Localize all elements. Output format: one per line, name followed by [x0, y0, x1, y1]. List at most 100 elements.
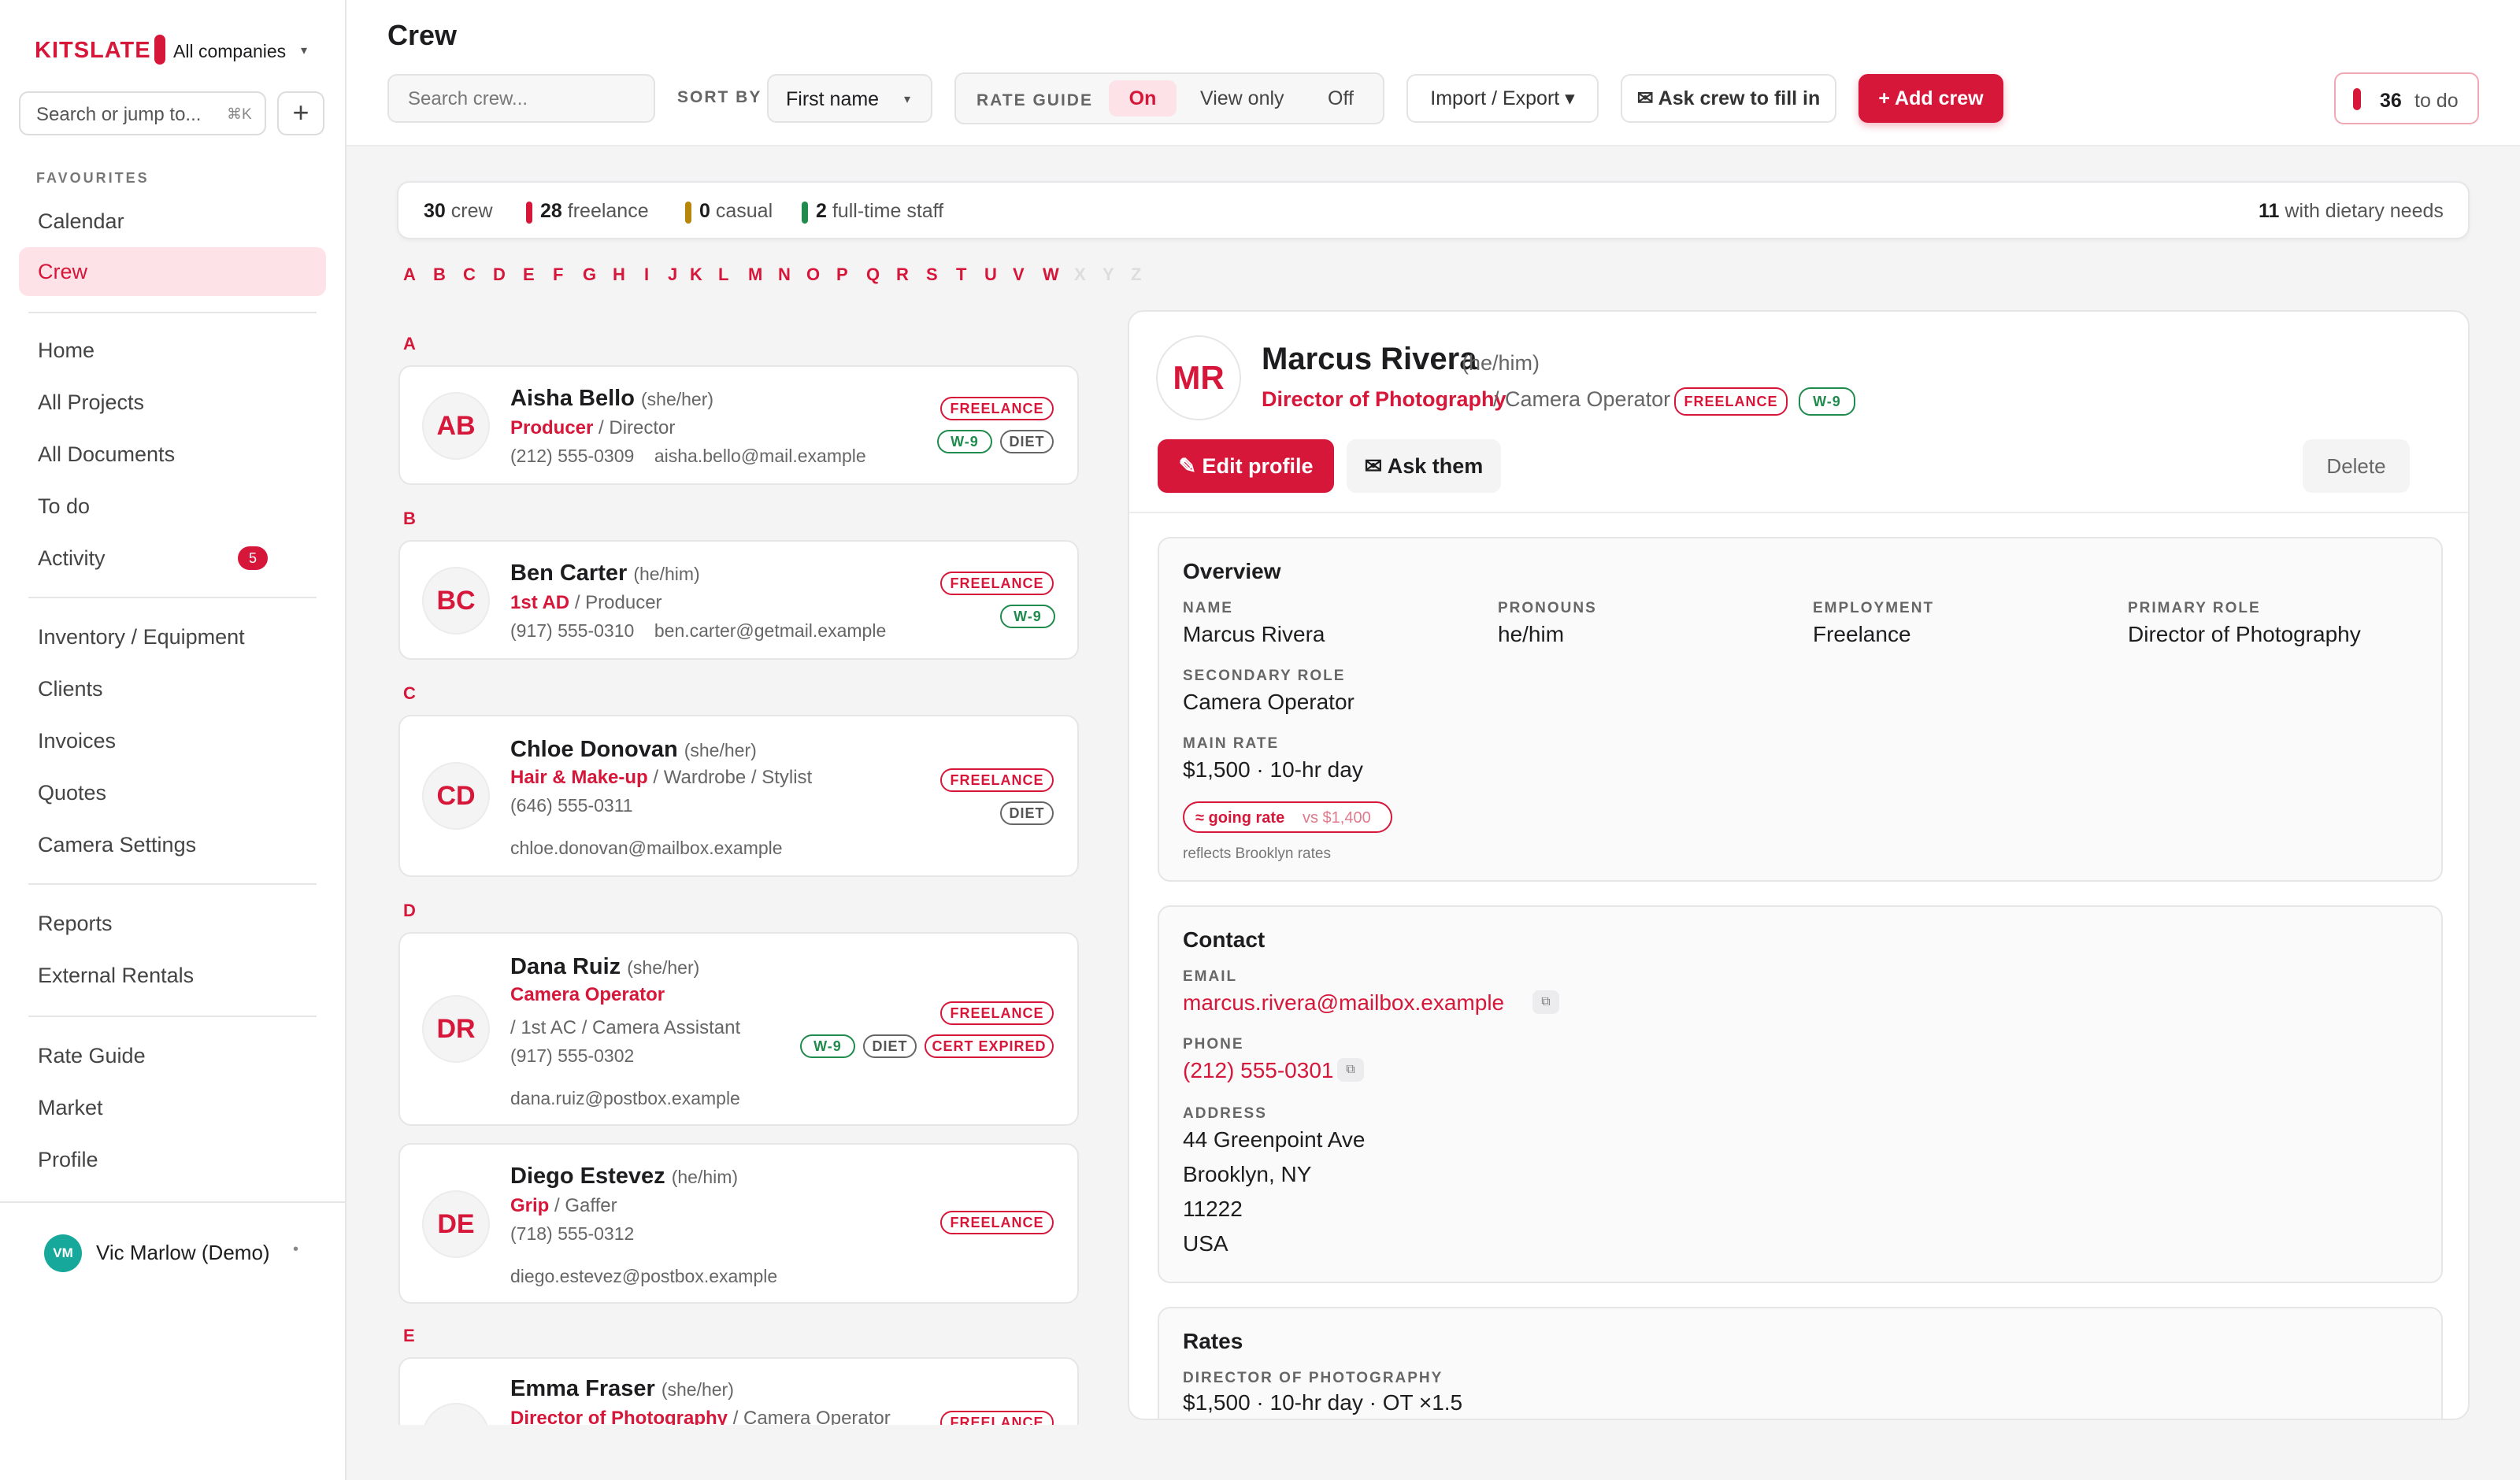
import-export-button[interactable]: Import / Export ▾	[1406, 74, 1599, 123]
sidebar-item-inventory[interactable]: Inventory / Equipment	[38, 625, 245, 649]
rate-guide-view-only[interactable]: View only	[1200, 87, 1284, 109]
ask-them-button[interactable]: ✉ Ask them	[1347, 439, 1501, 493]
alphabet-letter-e[interactable]: E	[523, 265, 535, 284]
pronouns-value: he/him	[1498, 622, 1565, 646]
alphabet-letter-t[interactable]: T	[956, 265, 967, 284]
user-avatar[interactable]: VM	[44, 1234, 82, 1272]
sidebar-item-all-projects[interactable]: All Projects	[38, 390, 145, 414]
sidebar-item-profile[interactable]: Profile	[38, 1148, 98, 1171]
page-title: Crew	[387, 19, 458, 51]
alphabet-letter-c[interactable]: C	[463, 265, 476, 284]
sidebar-item-invoices[interactable]: Invoices	[38, 729, 117, 753]
sort-select[interactable]: First name ▾	[767, 74, 932, 123]
sidebar-item-all-documents[interactable]: All Documents	[38, 442, 176, 466]
crew-search-input[interactable]: Search crew...	[387, 74, 655, 123]
crew-search-placeholder: Search crew...	[408, 88, 528, 109]
alphabet-letter-q[interactable]: Q	[866, 265, 880, 284]
jump-search-input[interactable]: Search or jump to... ⌘K	[19, 91, 266, 135]
freelance-tag: FREELANCE	[940, 572, 1054, 595]
rate-guide-label: RATE GUIDE	[976, 91, 1093, 109]
w9-tag: W-9	[1799, 387, 1855, 416]
copy-email-icon[interactable]: ⧉	[1532, 990, 1559, 1014]
alphabet-letter-g[interactable]: G	[583, 265, 597, 284]
sidebar-item-clients[interactable]: Clients	[38, 677, 103, 701]
sidebar-divider	[0, 1201, 346, 1203]
alphabet-letter-o[interactable]: O	[806, 265, 821, 284]
alphabet-letter-h[interactable]: H	[613, 265, 625, 284]
name-value: Marcus Rivera	[1183, 622, 1325, 646]
alphabet-letter-n[interactable]: N	[778, 265, 791, 284]
activity-badge: 5	[238, 546, 268, 570]
email-link[interactable]: marcus.rivera@mailbox.example	[1183, 990, 1505, 1015]
crew-card-dana-ruiz[interactable]: DR Dana Ruiz (she/her) Camera Operator /…	[398, 932, 1079, 1126]
add-crew-button[interactable]: + Add crew	[1858, 74, 2003, 123]
crew-name-text: Dana Ruiz	[510, 954, 621, 979]
employment-label: EMPLOYMENT	[1813, 600, 1935, 616]
alphabet-letter-r[interactable]: R	[896, 265, 909, 284]
crew-card-chloe-donovan[interactable]: CD Chloe Donovan (she/her) Hair & Make-u…	[398, 715, 1079, 877]
email-label: EMAIL	[1183, 968, 1238, 985]
ask-crew-button[interactable]: ✉ Ask crew to fill in	[1621, 74, 1836, 123]
sidebar-item-rate-guide[interactable]: Rate Guide	[38, 1044, 146, 1067]
crew-card-emma-fraser[interactable]: EF Emma Fraser (she/her) Director of Pho…	[398, 1357, 1079, 1425]
crew-name: Diego Estevez (he/him)	[510, 1164, 738, 1190]
favourites-heading: FAVOURITES	[36, 170, 150, 186]
sidebar-item-quotes[interactable]: Quotes	[38, 781, 107, 805]
alphabet-letter-b[interactable]: B	[433, 265, 446, 284]
crew-secondary-role: / Wardrobe / Stylist	[653, 767, 813, 788]
summary-staff: 2 full-time staff	[816, 200, 943, 223]
sidebar-item-camera-settings[interactable]: Camera Settings	[38, 833, 197, 857]
alphabet-letter-f[interactable]: F	[553, 265, 564, 284]
summary-casual-count: 0	[699, 200, 710, 222]
alphabet-letter-i[interactable]: I	[644, 265, 650, 284]
w9-tag: W-9	[937, 430, 992, 453]
sidebar-item-external-rentals[interactable]: External Rentals	[38, 964, 195, 987]
user-menu-icon[interactable]: •	[293, 1241, 299, 1258]
phone-link[interactable]: (212) 555-0301	[1183, 1058, 1334, 1082]
delete-button[interactable]: Delete	[2303, 439, 2410, 493]
quick-add-button[interactable]: +	[277, 91, 324, 135]
sidebar-item-calendar[interactable]: Calendar	[38, 209, 124, 233]
crew-card-ben-carter[interactable]: BC Ben Carter (he/him) 1st AD / Producer…	[398, 540, 1079, 660]
alphabet-letter-j[interactable]: J	[668, 265, 678, 284]
rate-guide-on[interactable]: On	[1109, 80, 1177, 117]
rates-title: Rates	[1183, 1329, 1243, 1353]
copy-phone-icon[interactable]: ⧉	[1337, 1058, 1364, 1082]
summary-casual: 0 casual	[699, 200, 773, 223]
overview-title: Overview	[1183, 559, 1281, 583]
alphabet-letter-k[interactable]: K	[690, 265, 702, 284]
alphabet-letter-x: X	[1074, 265, 1086, 284]
address-label: ADDRESS	[1183, 1105, 1267, 1122]
todo-counter-button[interactable]: 36 to do	[2334, 72, 2479, 124]
sidebar-item-market[interactable]: Market	[38, 1096, 103, 1119]
alphabet-letter-s[interactable]: S	[926, 265, 938, 284]
alphabet-letter-w[interactable]: W	[1043, 265, 1059, 284]
user-name[interactable]: Vic Marlow (Demo)	[96, 1241, 270, 1264]
sidebar-item-home[interactable]: Home	[38, 339, 95, 362]
rate-note: reflects Brooklyn rates	[1183, 845, 1331, 862]
diet-tag: DIET	[863, 1034, 917, 1058]
rate-guide-off[interactable]: Off	[1328, 87, 1354, 109]
alphabet-letter-v[interactable]: V	[1013, 265, 1025, 284]
sidebar-item-todo[interactable]: To do	[38, 494, 91, 518]
app-logo[interactable]: KITSLATE	[35, 38, 151, 63]
sidebar-item-crew[interactable]: Crew	[19, 247, 326, 296]
crew-card-aisha-bello[interactable]: AB Aisha Bello (she/her) Producer / Dire…	[398, 365, 1079, 485]
sidebar-item-activity[interactable]: Activity	[38, 546, 106, 570]
alphabet-letter-a[interactable]: A	[403, 265, 416, 284]
crew-card-diego-estevez[interactable]: DE Diego Estevez (he/him) Grip / Gaffer …	[398, 1143, 1079, 1304]
primary-role-label: PRIMARY ROLE	[2128, 600, 2261, 616]
alphabet-letter-p[interactable]: P	[836, 265, 848, 284]
rate-guide-toggle: RATE GUIDE On View only Off	[954, 72, 1384, 124]
crew-list-viewport: EF Emma Fraser (she/her) Director of Pho…	[398, 1338, 1084, 1425]
company-selector[interactable]: All companies	[173, 41, 287, 61]
summary-crew-label: crew	[450, 200, 493, 222]
chevron-down-icon[interactable]: ▾	[301, 44, 308, 57]
sidebar-item-reports[interactable]: Reports	[38, 912, 113, 935]
edit-profile-button[interactable]: ✎ Edit profile	[1158, 439, 1334, 493]
alphabet-letter-l[interactable]: L	[718, 265, 729, 284]
alphabet-letter-d[interactable]: D	[493, 265, 506, 284]
crew-name-text: Diego Estevez	[510, 1164, 665, 1189]
alphabet-letter-u[interactable]: U	[984, 265, 997, 284]
alphabet-letter-m[interactable]: M	[748, 265, 763, 284]
